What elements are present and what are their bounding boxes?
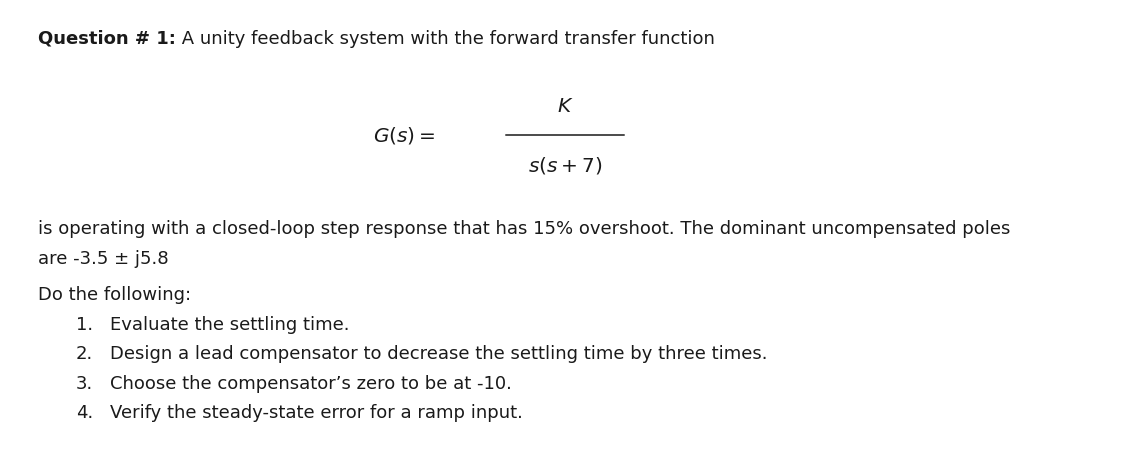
Text: Choose the compensator’s zero to be at -10.: Choose the compensator’s zero to be at -…: [110, 375, 512, 393]
Text: 4.: 4.: [76, 405, 93, 422]
Text: A unity feedback system with the forward transfer function: A unity feedback system with the forward…: [176, 30, 714, 48]
Text: $G(s) =$: $G(s) =$: [372, 124, 435, 145]
Text: are -3.5 ± j5.8: are -3.5 ± j5.8: [38, 250, 169, 267]
Text: $s(s + 7)$: $s(s + 7)$: [528, 154, 602, 176]
Text: Do the following:: Do the following:: [38, 286, 191, 304]
Text: is operating with a closed-loop step response that has 15% overshoot. The domina: is operating with a closed-loop step res…: [38, 220, 1010, 238]
Text: 2.: 2.: [76, 345, 93, 363]
Text: 1.: 1.: [76, 316, 93, 334]
Text: Verify the steady-state error for a ramp input.: Verify the steady-state error for a ramp…: [110, 405, 523, 422]
Text: Evaluate the settling time.: Evaluate the settling time.: [110, 316, 350, 334]
Text: 3.: 3.: [76, 375, 93, 393]
Text: $K$: $K$: [557, 98, 574, 117]
Text: Question # 1:: Question # 1:: [38, 30, 176, 48]
Text: Design a lead compensator to decrease the settling time by three times.: Design a lead compensator to decrease th…: [110, 345, 767, 363]
